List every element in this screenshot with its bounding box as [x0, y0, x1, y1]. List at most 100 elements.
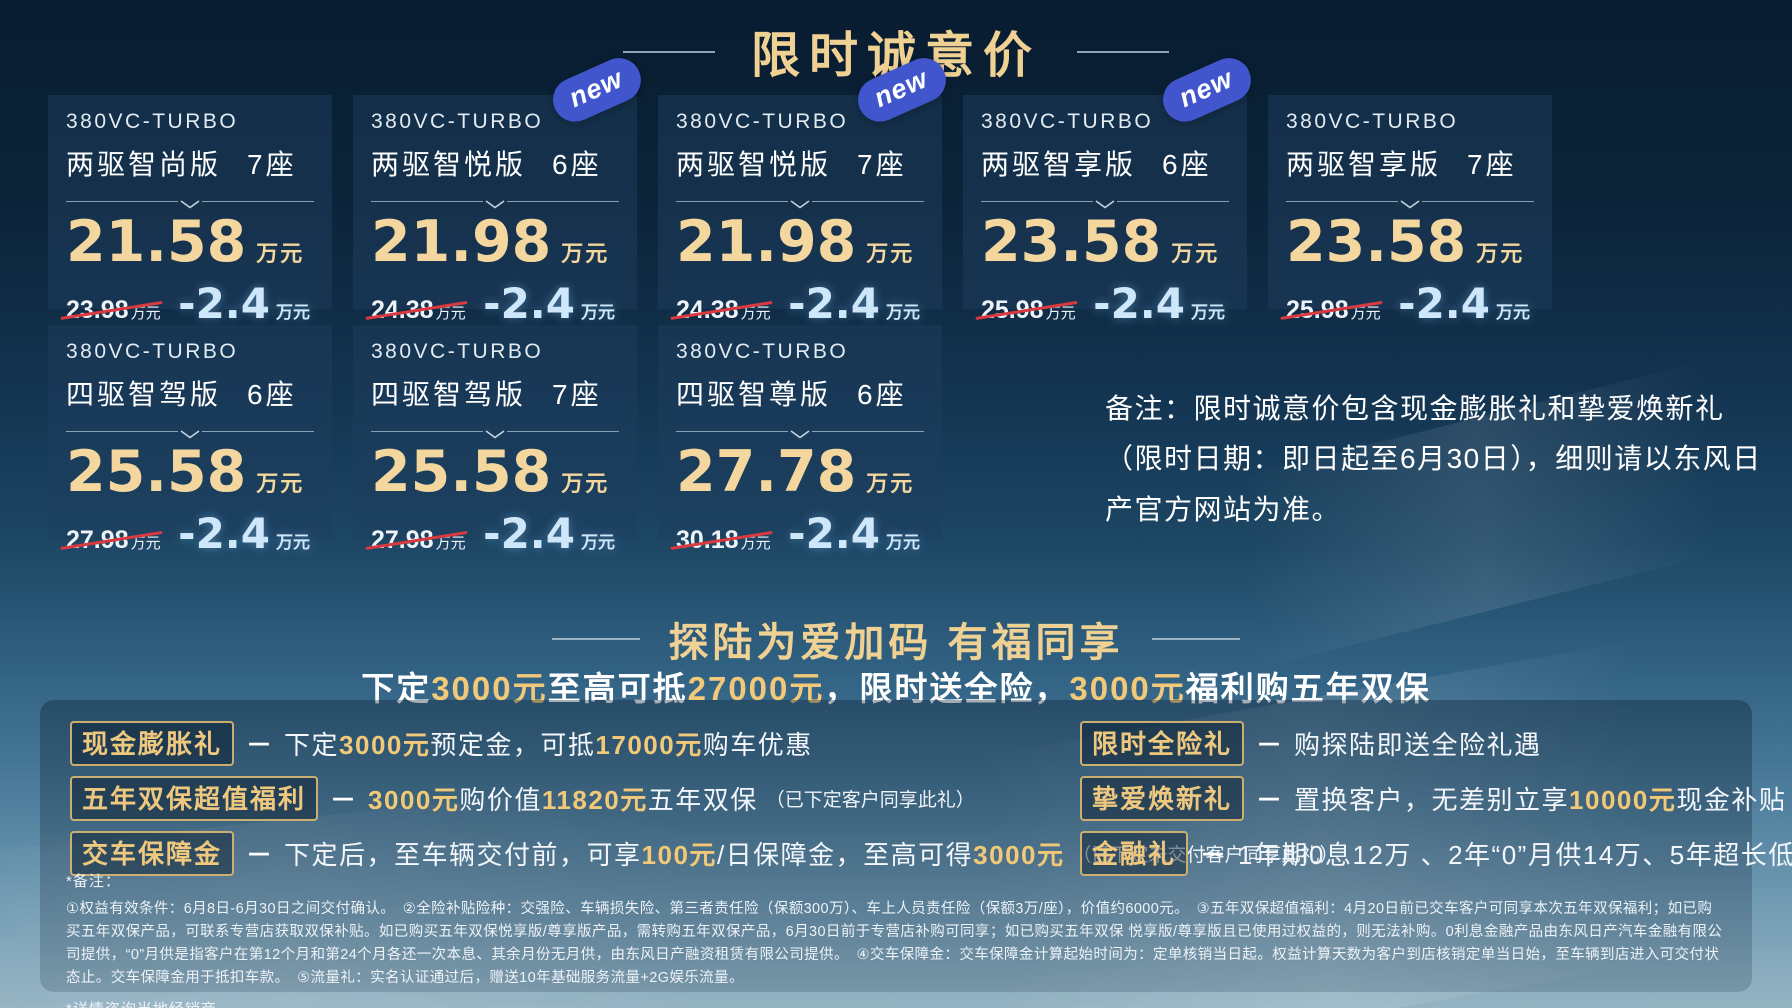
benefit-label-badge: 五年双保超值福利 — [70, 775, 319, 821]
card-trim-label: 两驱智享版 — [981, 149, 1137, 180]
old-price-unit: 万元 — [435, 535, 466, 552]
discount-unit: 万元 — [1191, 303, 1225, 322]
card-price: 27.78 — [676, 439, 857, 505]
highlight-amount: 3000元 — [339, 729, 431, 760]
benefit-dash: － — [246, 729, 273, 760]
fine-print-body: ①权益有效条件：6月8日-6月30日之间交付确认。 ②全险补贴险种：交强险、车辆… — [66, 901, 1723, 986]
card-divider — [981, 196, 1229, 209]
card-old-price-row: 24.38 万元 -2.4 万元 — [670, 279, 924, 328]
old-price-unit: 万元 — [435, 305, 466, 322]
benefit-text: 下定3000元预定金，可抵17000元购车优惠 — [284, 725, 813, 762]
benefit-label-badge: 金融礼 — [1080, 830, 1189, 876]
divider-line — [676, 430, 788, 432]
card-seats-label: 6座 — [857, 379, 907, 410]
benefit-dash: － — [1256, 784, 1283, 815]
benefit-text: 购探陆即送全险礼遇 — [1294, 725, 1542, 762]
discount-value: -2.4 — [483, 509, 575, 558]
card-divider — [1286, 196, 1534, 209]
fine-print-heading: *备注： — [66, 873, 121, 890]
benefits-column-right: 限时全险礼 － 购探陆即送全险礼遇 挚爱焕新礼 － 置换客户，无差别立享1000… — [1080, 720, 1792, 876]
card-divider — [66, 196, 314, 209]
card-trim-line: 两驱智享版 6座 — [981, 143, 1229, 183]
card-seats-label: 6座 — [552, 149, 602, 180]
card-discount: -2.4 万元 — [483, 279, 615, 328]
chevron-down-icon — [180, 430, 200, 439]
card-old-price-row: 23.98 万元 -2.4 万元 — [60, 279, 314, 328]
text-run: /日保障金，至高可得 — [716, 839, 974, 870]
card-old-price-row: 24.38 万元 -2.4 万元 — [365, 279, 619, 328]
card-trim-line: 四驱智尊版 6座 — [676, 373, 924, 413]
card-engine-label: 380VC-TURBO — [676, 340, 849, 363]
card-trim-label: 两驱智悦版 — [676, 149, 832, 180]
discount-unit: 万元 — [276, 303, 310, 322]
card-price-row: 21.58 万元 — [66, 209, 314, 275]
card-old-price: 24.38 万元 — [365, 296, 468, 325]
divider-line — [66, 430, 178, 432]
benefit-row: 五年双保超值福利 － 3000元购价值11820元五年双保 （已下定客户同享此礼… — [70, 775, 1339, 821]
price-card: 380VC-TURBO 两驱智享版 7座 23.58 万元 25.98 万元 -2… — [1268, 95, 1552, 328]
card-old-price: 30.18 万元 — [670, 526, 773, 555]
promo-headline: 探陆为爱加码 有福同享 — [668, 621, 1124, 665]
text-run: ，限时送全险， — [824, 670, 1070, 707]
benefit-row: 交车保障金 － 下定后，至车辆交付前，可享100元/日保障金，至高可得3000元… — [70, 830, 1339, 876]
headline-left-line — [552, 638, 641, 640]
promo-headline-row: 探陆为爱加码 有福同享 — [0, 610, 1792, 668]
benefit-text: 3000元购价值11820元五年双保 — [368, 780, 758, 817]
old-price-unit: 万元 — [1350, 305, 1381, 322]
old-price-unit: 万元 — [130, 305, 161, 322]
card-engine-label: 380VC-TURBO — [371, 340, 544, 363]
card-engine-label: 380VC-TURBO — [676, 110, 849, 133]
card-price-unit: 万元 — [561, 471, 610, 496]
divider-line — [676, 200, 788, 202]
divider-line — [1286, 200, 1398, 202]
price-cards-row-2: 380VC-TURBO 四驱智驾版 6座 25.58 万元 27.98 万元 -2… — [48, 325, 942, 558]
card-old-price-row: 27.98 万元 -2.4 万元 — [365, 509, 619, 558]
card-price: 21.98 — [676, 209, 857, 275]
discount-value: -2.4 — [788, 509, 880, 558]
text-run: 购探陆即送全险礼遇 — [1294, 729, 1542, 760]
old-price-unit: 万元 — [130, 535, 161, 552]
card-price-row: 23.58 万元 — [981, 209, 1229, 275]
text-run: 福利购五年双保 — [1185, 670, 1431, 707]
card-price-row: 25.58 万元 — [371, 439, 619, 505]
card-price-row: 23.58 万元 — [1286, 209, 1534, 275]
card-seats-label: 6座 — [1162, 149, 1212, 180]
card-price: 21.98 — [371, 209, 552, 275]
divider-line — [812, 200, 924, 202]
divider-line — [202, 430, 314, 432]
card-old-price: 25.98 万元 — [975, 296, 1078, 325]
card-trim-label: 两驱智尚版 — [66, 149, 222, 180]
highlight-amount: 3000元 — [431, 670, 548, 707]
card-trim-line: 两驱智享版 7座 — [1286, 143, 1534, 183]
discount-unit: 万元 — [886, 303, 920, 322]
fine-print: *备注： ①权益有效条件：6月8日-6月30日之间交付确认。 ②全险补贴险种：交… — [66, 870, 1726, 1008]
price-card: new 380VC-TURBO 两驱智悦版 7座 21.98 万元 24.38 万… — [658, 51, 953, 328]
card-price-row: 21.98 万元 — [371, 209, 619, 275]
price-card: new 380VC-TURBO 两驱智悦版 6座 21.98 万元 24.38 万… — [353, 51, 648, 328]
card-discount: -2.4 万元 — [788, 279, 920, 328]
card-seats-label: 6座 — [247, 379, 297, 410]
card-discount: -2.4 万元 — [1093, 279, 1225, 328]
card-seats-label: 7座 — [1467, 149, 1517, 180]
headline-right-line — [1151, 638, 1240, 640]
card-divider — [371, 196, 619, 209]
old-price-unit: 万元 — [740, 305, 771, 322]
benefit-label-badge: 交车保障金 — [70, 830, 235, 876]
discount-value: -2.4 — [178, 509, 270, 558]
title-left-line — [622, 50, 715, 53]
text-run: 下定 — [284, 729, 340, 760]
discount-value: -2.4 — [178, 279, 270, 328]
highlight-amount: 10000元 — [1569, 784, 1677, 815]
card-trim-label: 四驱智驾版 — [66, 379, 222, 410]
benefit-note: （已下定未交付客户同享此礼） — [1072, 844, 1339, 866]
price-cards-row-1: 380VC-TURBO 两驱智尚版 7座 21.58 万元 23.98 万元 -2… — [48, 51, 1552, 328]
text-run: 置换客户，无差别立享 — [1294, 784, 1570, 815]
benefit-row: 金融礼 － 1年期0息12万 、2年“0”月供14万、5年超长低息 — [1080, 830, 1792, 876]
card-discount: -2.4 万元 — [1398, 279, 1530, 328]
card-divider — [371, 426, 619, 439]
benefit-dash: － — [1256, 729, 1283, 760]
discount-unit: 万元 — [581, 533, 615, 552]
divider-line — [507, 430, 619, 432]
benefits-column-left: 现金膨胀礼 － 下定3000元预定金，可抵17000元购车优惠 五年双保超值福利… — [70, 720, 1339, 876]
divider-line — [1422, 200, 1534, 202]
